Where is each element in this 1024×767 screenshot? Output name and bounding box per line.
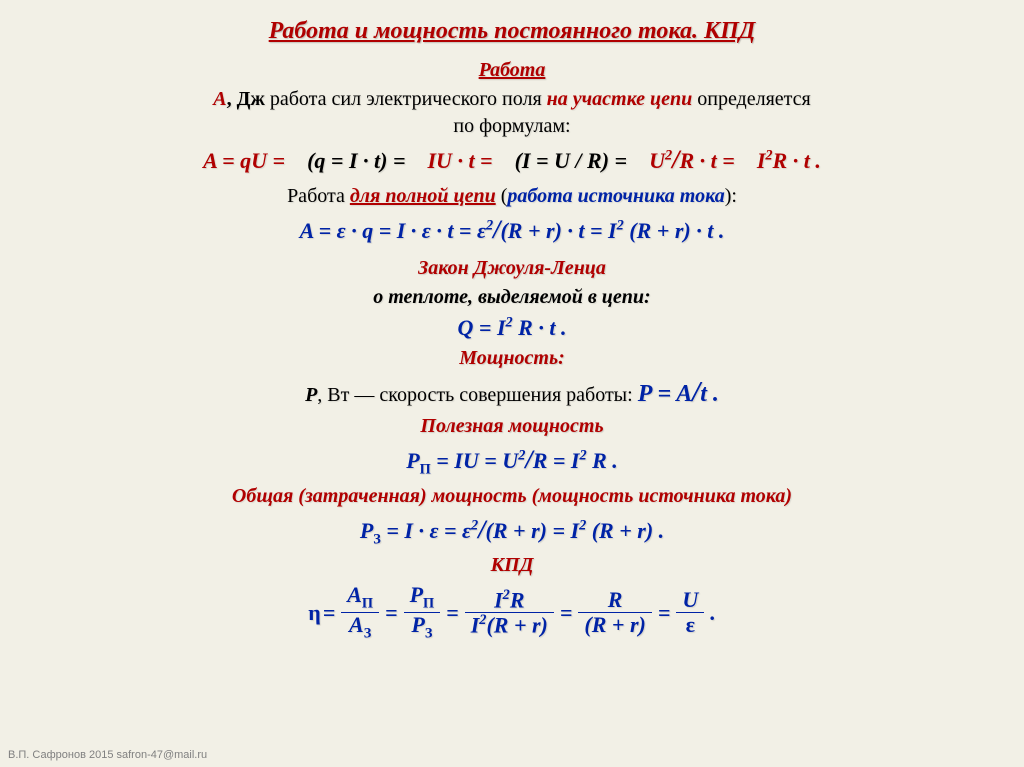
f1-p4: (I = U / R) = [515,148,627,173]
f1-p6: I2R · t . [757,148,821,173]
eq4: = [560,600,573,626]
k4n: R [578,588,651,613]
joule-sub: о теплоте, выделяемой в цепи: [40,286,984,309]
f1-p2: (q = I · t) = [307,148,405,173]
eq2: = [385,600,398,626]
page-title: Работа и мощность постоянного тока. КПД [40,18,984,45]
power-sym: P [305,384,317,406]
eq5: = [658,600,671,626]
formula-work-section: A = qU = (q = I · t) = IU · t = (I = U /… [40,144,984,175]
eq3: = [446,600,459,626]
formula-joule: Q = I2 R · t . [40,315,984,341]
k3db: (R + r) [486,613,547,638]
intro-text-1: работа сил электрического поля [265,88,547,110]
k4d: (R + r) [578,613,651,637]
f1-p5: U2/R · t = [649,148,740,173]
k3nb: R [510,587,525,612]
fcl-b: для полной цепи [350,185,496,207]
k3na: I [494,587,503,612]
k2ds: З [425,626,433,642]
k2n: P [410,582,423,607]
section-heading-joule: Закон Джоуля-Ленца [40,257,984,280]
full-circuit-label: Работа для полной цепи (работа источника… [40,185,984,208]
work-intro-line2: по формулам: [40,115,984,138]
fu-text: PП = IU = U2/R = I2 R . [406,448,618,473]
f1-p5-num: U [649,148,665,173]
formula-kpd: η = AП AЗ = PП PЗ = I2R I2(R + r) = R (R… [40,583,984,642]
ft-text: PЗ = I · ε = ε2/(R + r) = I2 (R + r) . [360,518,664,543]
power-text: — скорость совершения работы: [349,384,637,406]
fcl-e: ): [725,185,737,207]
slide-page: Работа и мощность постоянного тока. КПД … [0,0,1024,658]
kpd-frac-5: U ε [676,588,704,637]
symbol-a: А [213,88,226,110]
k2ns: П [423,596,434,612]
formula-useful: PП = IU = U2/R = I2 R . [40,444,984,478]
section-heading-total: Общая (затраченная) мощность (мощность и… [40,485,984,508]
f1-p1: A = qU = [203,148,285,173]
kpd-frac-2: PП PЗ [404,583,441,642]
section-heading-kpd: КПД [40,554,984,577]
power-unit: , Вт [317,384,349,406]
kpd-dot: . [710,600,716,626]
k1d: A [349,612,364,637]
k3da: I [471,613,480,638]
section-heading-work: Работа [40,59,984,82]
kpd-frac-1: AП AЗ [341,583,379,642]
f1-p5-den: R [679,148,694,173]
eq1: = [323,600,336,626]
k1ds: З [364,626,372,642]
k1ns: П [362,596,373,612]
intro-emph: на участке цепи [547,88,693,110]
work-intro-line1: А, Дж работа сил электрического поля на … [40,88,984,111]
k2d: P [411,612,424,637]
unit-joule: , Дж [227,88,265,110]
fj-text: Q = I2 R · t . [458,315,567,340]
k5d: ε [676,613,704,637]
f1-p3: IU · t = [428,148,493,173]
eta: η [308,600,321,626]
k5n: U [676,588,704,613]
fcl-a: Работа [287,185,350,207]
formula-total: PЗ = I · ε = ε2/(R + r) = I2 (R + r) . [40,514,984,548]
f1-p5-tail: · t = [694,148,735,173]
f1-p6-sup: 2 [765,148,772,164]
formula-full-circuit: A = ε · q = I · ε · t = ε2/(R + r) · t =… [40,214,984,245]
kpd-frac-4: R (R + r) [578,588,651,637]
intro-text-2: определяется [692,88,811,110]
power-line: P, Вт — скорость совершения работы: P = … [40,376,984,409]
k3ns: 2 [503,587,510,603]
k1n: A [347,582,362,607]
section-heading-useful: Полезная мощность [40,415,984,438]
section-heading-power: Мощность: [40,347,984,370]
formula-power: P = A/t . [638,381,719,407]
fcl-c: ( [496,185,508,207]
f1-p6-tail: R · t . [773,148,821,173]
f2-text: A = ε · q = I · ε · t = ε2/(R + r) · t =… [300,218,725,243]
fcl-d: работа источника тока [507,185,724,207]
footer-credit: В.П. Сафронов 2015 safron-47@mail.ru [8,749,207,761]
kpd-frac-3: I2R I2(R + r) [465,588,554,638]
